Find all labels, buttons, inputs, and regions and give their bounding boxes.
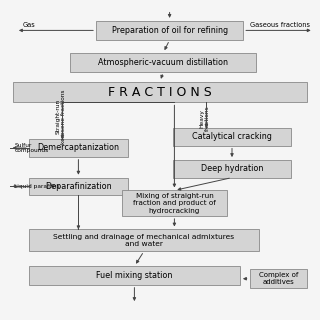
- FancyBboxPatch shape: [173, 128, 291, 146]
- Text: Catalytical cracking: Catalytical cracking: [192, 132, 272, 141]
- FancyBboxPatch shape: [70, 53, 256, 72]
- Text: Heavy
fractions: Heavy fractions: [199, 106, 210, 131]
- Text: Deparafinization: Deparafinization: [45, 182, 112, 191]
- Text: Settling and drainage of mechanical admixtures
and water: Settling and drainage of mechanical admi…: [53, 234, 235, 247]
- FancyBboxPatch shape: [96, 21, 243, 40]
- FancyBboxPatch shape: [173, 160, 291, 178]
- Text: Gaseous fractions: Gaseous fractions: [250, 22, 310, 28]
- Text: Straight-run
kerosene fractions: Straight-run kerosene fractions: [55, 90, 66, 144]
- Text: Complex of
additives: Complex of additives: [259, 272, 298, 285]
- Text: Fuel mixing station: Fuel mixing station: [96, 271, 172, 280]
- FancyBboxPatch shape: [13, 82, 307, 102]
- Text: Sulfur
compounds: Sulfur compounds: [14, 143, 49, 153]
- FancyBboxPatch shape: [122, 190, 227, 216]
- Text: Mixing of straight-run
fraction and product of
hydrocracking: Mixing of straight-run fraction and prod…: [133, 193, 216, 214]
- FancyBboxPatch shape: [29, 229, 259, 251]
- Text: Deep hydration: Deep hydration: [201, 164, 263, 173]
- FancyBboxPatch shape: [250, 269, 307, 288]
- Text: Gas: Gas: [22, 22, 35, 28]
- FancyBboxPatch shape: [29, 178, 128, 195]
- Text: Liquid paraffins: Liquid paraffins: [14, 184, 60, 189]
- Text: F R A C T I O N S: F R A C T I O N S: [108, 85, 212, 99]
- Text: Atmospheric-vacuum distillation: Atmospheric-vacuum distillation: [98, 58, 228, 67]
- FancyBboxPatch shape: [29, 266, 240, 285]
- FancyBboxPatch shape: [29, 139, 128, 157]
- Text: Demercaptanization: Demercaptanization: [37, 143, 119, 153]
- Text: Preparation of oil for refining: Preparation of oil for refining: [112, 26, 228, 35]
